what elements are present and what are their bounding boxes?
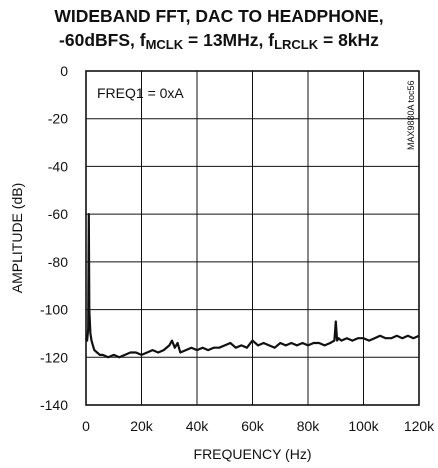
freq-annotation: FREQ1 = 0xA bbox=[97, 85, 184, 101]
title-mclk-subscript: MCLK bbox=[145, 37, 184, 52]
title-lrclk-value: = 8kHz bbox=[318, 30, 379, 50]
x-tick-label: 0 bbox=[82, 418, 90, 434]
y-axis-label: AMPLITUDE (dB) bbox=[9, 183, 25, 293]
y-tick-label: -100 bbox=[40, 302, 68, 318]
y-tick-label: -60 bbox=[48, 206, 68, 222]
title-lrclk-subscript: LRCLK bbox=[274, 37, 319, 52]
y-tick-label: -40 bbox=[48, 158, 68, 174]
y-tick-label: -20 bbox=[48, 111, 68, 127]
y-tick-label: -80 bbox=[48, 254, 68, 270]
x-tick-label: 120k bbox=[404, 418, 435, 434]
y-tick-label: -120 bbox=[40, 349, 68, 365]
y-tick-label: 0 bbox=[60, 63, 68, 79]
x-tick-label: 40k bbox=[186, 418, 210, 434]
x-axis-ticks: 0 20k 40k 60k 80k 100k 120k bbox=[82, 418, 435, 434]
x-axis-label: FREQUENCY (Hz) bbox=[194, 446, 312, 462]
chart-title: WIDEBAND FFT, DAC TO HEADPHONE, -60dBFS,… bbox=[0, 4, 438, 57]
title-mclk-value: = 13MHz, f bbox=[183, 30, 275, 50]
x-tick-label: 60k bbox=[241, 418, 265, 434]
y-axis-ticks: 0 -20 -40 -60 -80 -100 -120 -140 bbox=[40, 63, 68, 413]
chart-title-line1: WIDEBAND FFT, DAC TO HEADPHONE, bbox=[54, 6, 384, 26]
figure-id: MAX9880A toc56 bbox=[406, 80, 416, 150]
grid-lines bbox=[86, 71, 419, 405]
chart-title-line2: -60dBFS, fMCLK = 13MHz, fLRCLK = 8kHz bbox=[0, 28, 438, 57]
x-tick-label: 80k bbox=[297, 418, 321, 434]
title-prefix: -60dBFS, f bbox=[59, 30, 146, 50]
x-tick-label: 20k bbox=[130, 418, 154, 434]
spectrum-line bbox=[85, 213, 420, 359]
x-tick-label: 100k bbox=[348, 418, 379, 434]
y-tick-label: -140 bbox=[40, 397, 68, 413]
